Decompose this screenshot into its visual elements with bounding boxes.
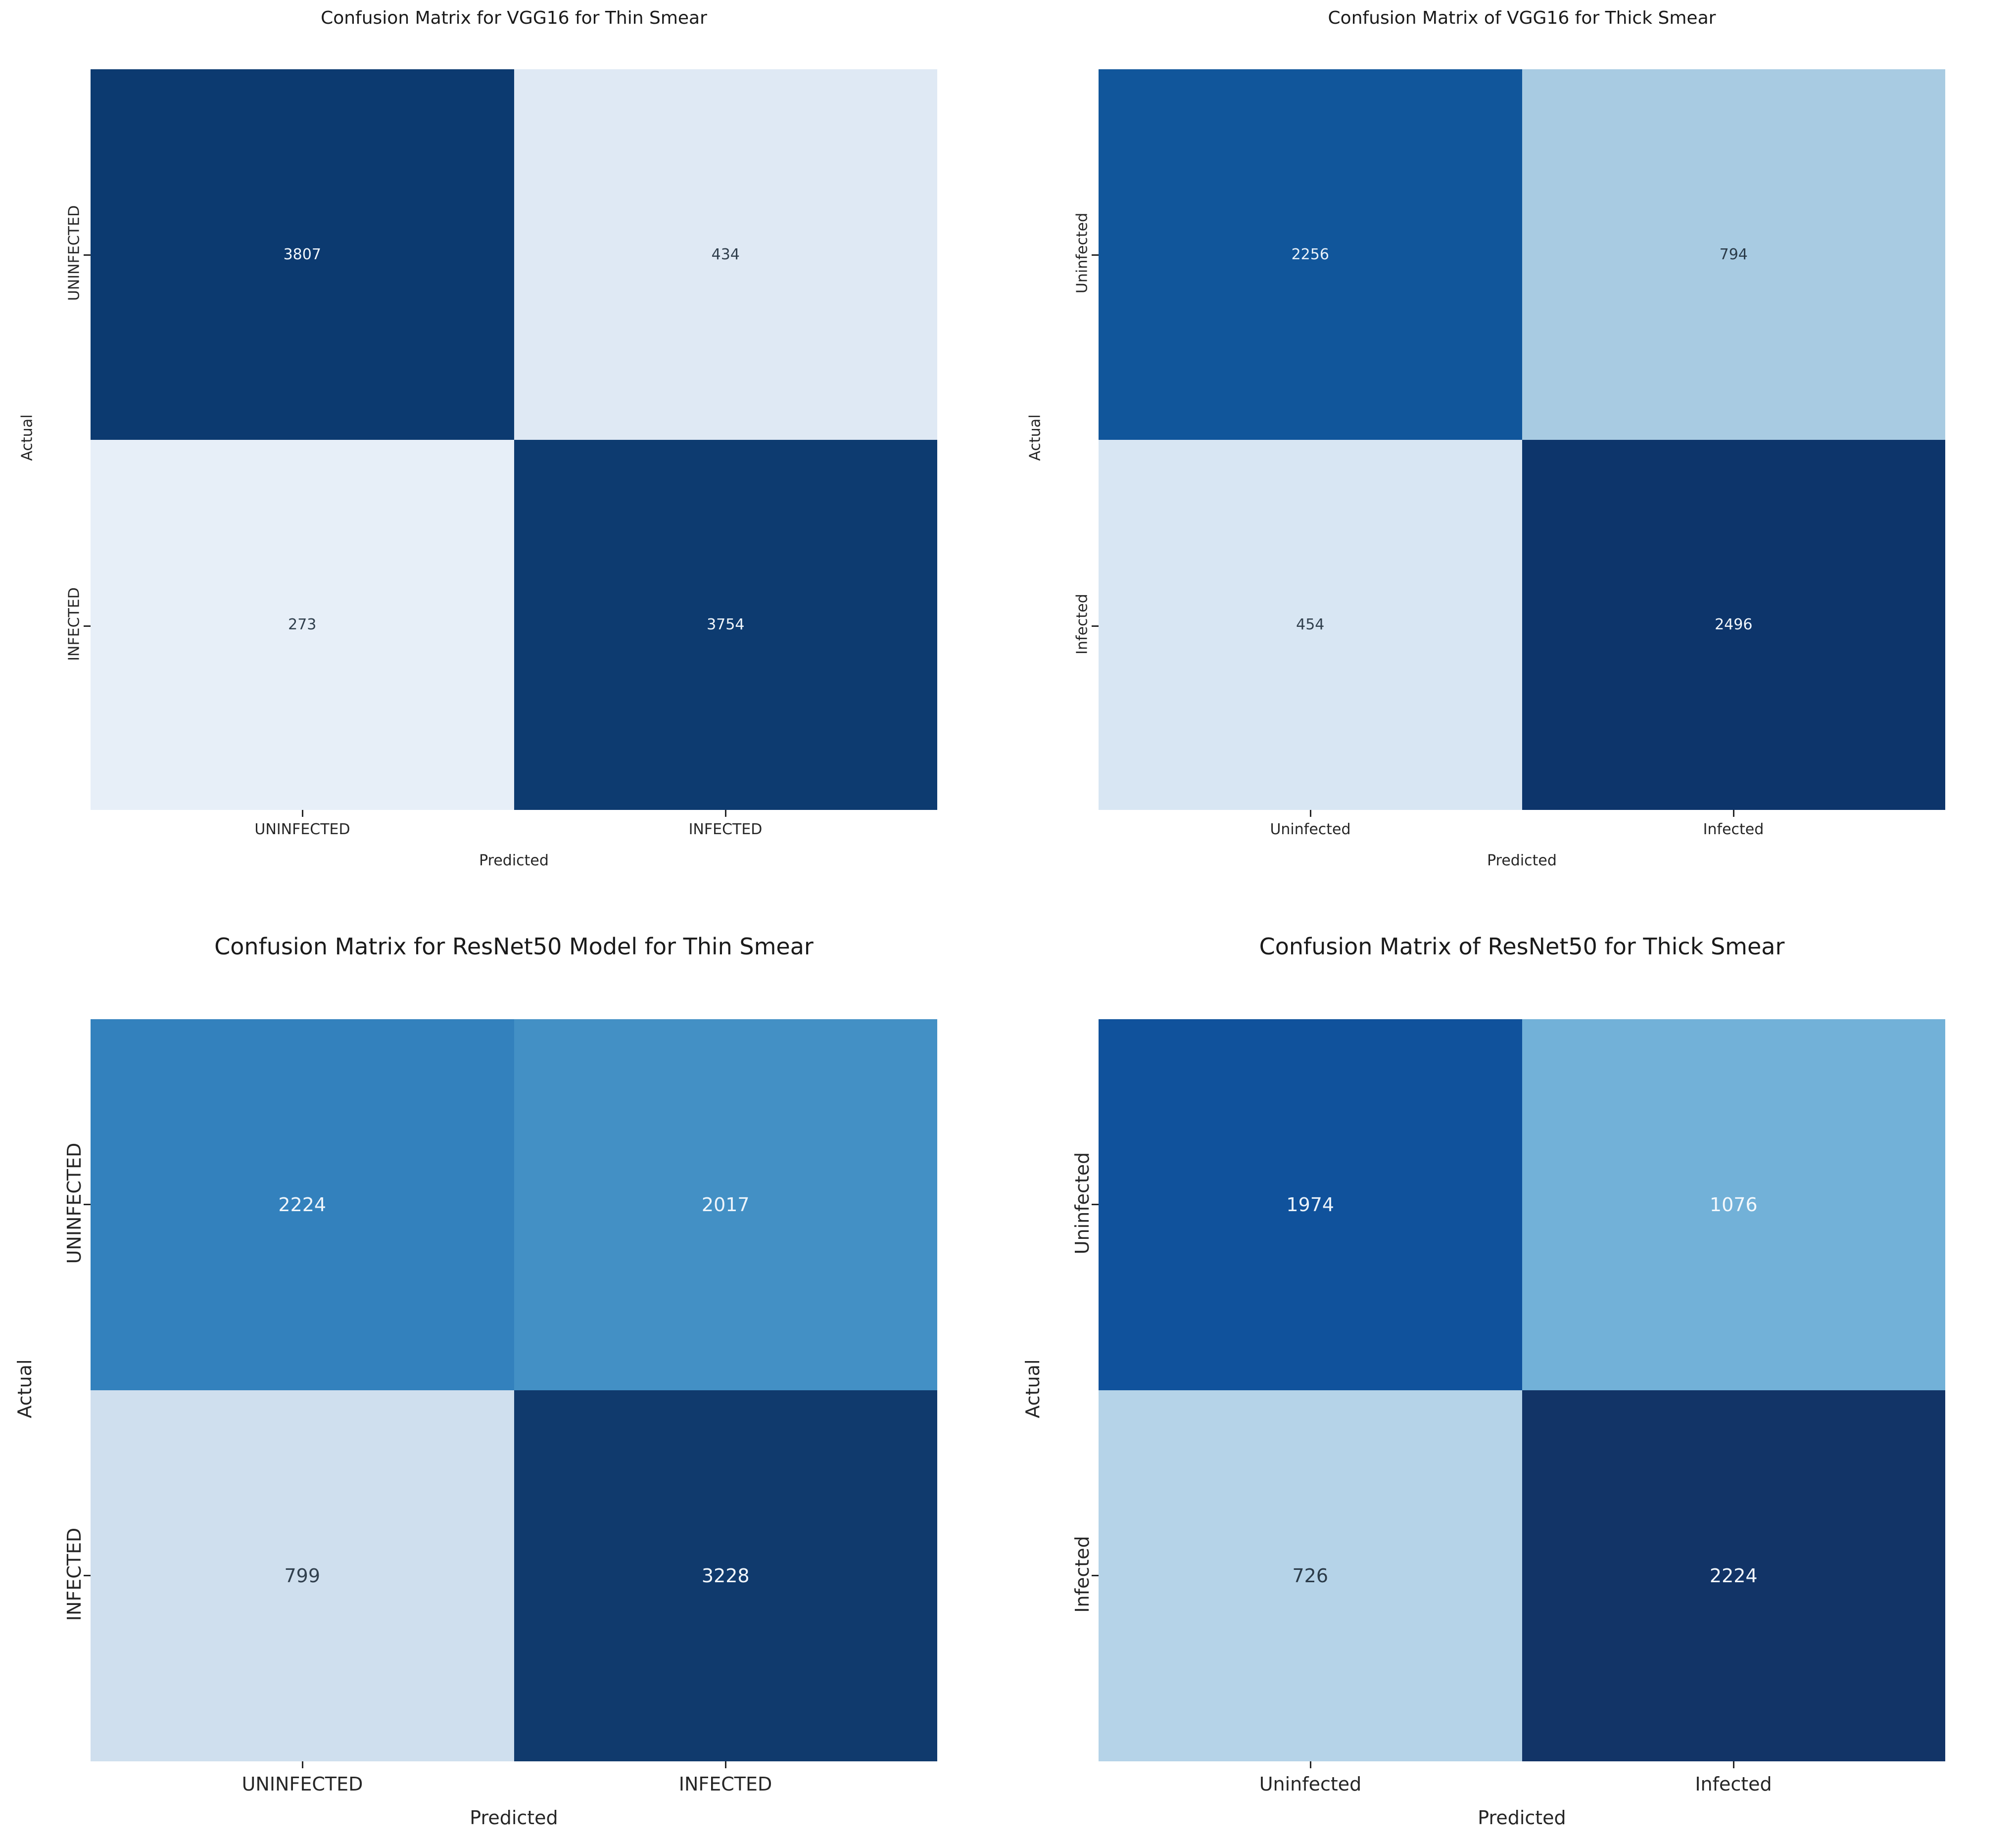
x-axis-tick <box>302 1761 303 1768</box>
matrix-cell-true-positive: 3228 <box>514 1390 937 1761</box>
x-axis-label: Predicted <box>1487 852 1557 869</box>
x-tick-label: Infected <box>1695 1773 1772 1795</box>
y-axis-label: Actual <box>18 414 36 461</box>
y-axis-label: Actual <box>1026 414 1044 461</box>
matrix-cell-true-negative: 1974 <box>1099 1019 1522 1390</box>
y-tick-label: Uninfected <box>1073 212 1091 294</box>
matrix-cell-false-positive: 2017 <box>514 1019 937 1390</box>
x-axis-label: Predicted <box>479 852 549 869</box>
matrix-cell-true-positive: 2496 <box>1522 439 1945 810</box>
y-axis-label: Actual <box>1022 1359 1044 1418</box>
matrix-cell-false-negative: 799 <box>91 1390 514 1761</box>
confusion-matrix-vgg16-thin: Confusion Matrix for VGG16 for Thin Smea… <box>0 0 1008 920</box>
matrix-cell-true-positive: 2224 <box>1522 1390 1945 1761</box>
x-axis-tick <box>1310 810 1311 817</box>
matrix-cell-true-negative: 2256 <box>1099 69 1522 440</box>
y-axis-tick <box>84 1575 91 1576</box>
matrix-cell-false-negative: 726 <box>1099 1390 1522 1761</box>
x-tick-label: INFECTED <box>678 1773 772 1795</box>
y-axis-tick <box>84 254 91 256</box>
x-tick-label: Uninfected <box>1259 1773 1362 1795</box>
y-axis-tick <box>84 1204 91 1205</box>
x-tick-label: Uninfected <box>1270 821 1351 838</box>
y-axis-tick <box>1092 254 1099 256</box>
heatmap-grid: 2256 794 454 2496 <box>1099 69 1945 810</box>
x-axis-tick <box>1733 810 1734 817</box>
x-tick-label: UNINFECTED <box>241 1773 363 1795</box>
matrix-cell-true-negative: 3807 <box>91 69 514 440</box>
heatmap-grid: 2224 2017 799 3228 <box>91 1019 937 1761</box>
confusion-matrix-resnet50-thick: Confusion Matrix of ResNet50 for Thick S… <box>1008 920 2016 1840</box>
matrix-cell-false-negative: 454 <box>1099 439 1522 810</box>
x-tick-label: UNINFECTED <box>254 821 350 838</box>
matrix-cell-false-positive: 794 <box>1522 69 1945 440</box>
y-axis-tick <box>1092 625 1099 627</box>
heatmap-grid: 1974 1076 726 2224 <box>1099 1019 1945 1761</box>
chart-title: Confusion Matrix of ResNet50 for Thick S… <box>1259 933 1785 960</box>
chart-title: Confusion Matrix of VGG16 for Thick Smea… <box>1328 8 1716 28</box>
matrix-cell-true-negative: 2224 <box>91 1019 514 1390</box>
x-axis-tick <box>1310 1761 1311 1768</box>
confusion-matrix-vgg16-thick: Confusion Matrix of VGG16 for Thick Smea… <box>1008 0 2016 920</box>
y-tick-label: Infected <box>1073 594 1091 655</box>
y-tick-label: INFECTED <box>63 1527 85 1621</box>
matrix-cell-true-positive: 3754 <box>514 439 937 810</box>
y-axis-tick <box>1092 1575 1099 1576</box>
y-axis-label: Actual <box>14 1359 36 1418</box>
y-tick-label: Uninfected <box>1071 1152 1093 1255</box>
chart-title: Confusion Matrix for ResNet50 Model for … <box>214 933 814 960</box>
x-axis-tick <box>1733 1761 1734 1768</box>
y-axis-tick <box>1092 1204 1099 1205</box>
y-tick-label: UNINFECTED <box>63 1142 85 1264</box>
x-tick-label: INFECTED <box>688 821 763 838</box>
x-axis-tick <box>725 810 726 817</box>
matrix-cell-false-positive: 1076 <box>1522 1019 1945 1390</box>
x-axis-label: Predicted <box>470 1807 558 1829</box>
chart-title: Confusion Matrix for VGG16 for Thin Smea… <box>321 8 707 28</box>
y-tick-label: UNINFECTED <box>65 205 83 301</box>
matrix-cell-false-positive: 434 <box>514 69 937 440</box>
x-axis-tick <box>302 810 303 817</box>
x-tick-label: Infected <box>1703 821 1764 838</box>
matrix-cell-false-negative: 273 <box>91 439 514 810</box>
y-tick-label: INFECTED <box>65 587 83 661</box>
x-axis-label: Predicted <box>1478 1807 1566 1829</box>
x-axis-tick <box>725 1761 726 1768</box>
confusion-matrix-resnet50-thin: Confusion Matrix for ResNet50 Model for … <box>0 920 1008 1840</box>
heatmap-grid: 3807 434 273 3754 <box>91 69 937 810</box>
y-axis-tick <box>84 625 91 627</box>
y-tick-label: Infected <box>1071 1536 1093 1613</box>
